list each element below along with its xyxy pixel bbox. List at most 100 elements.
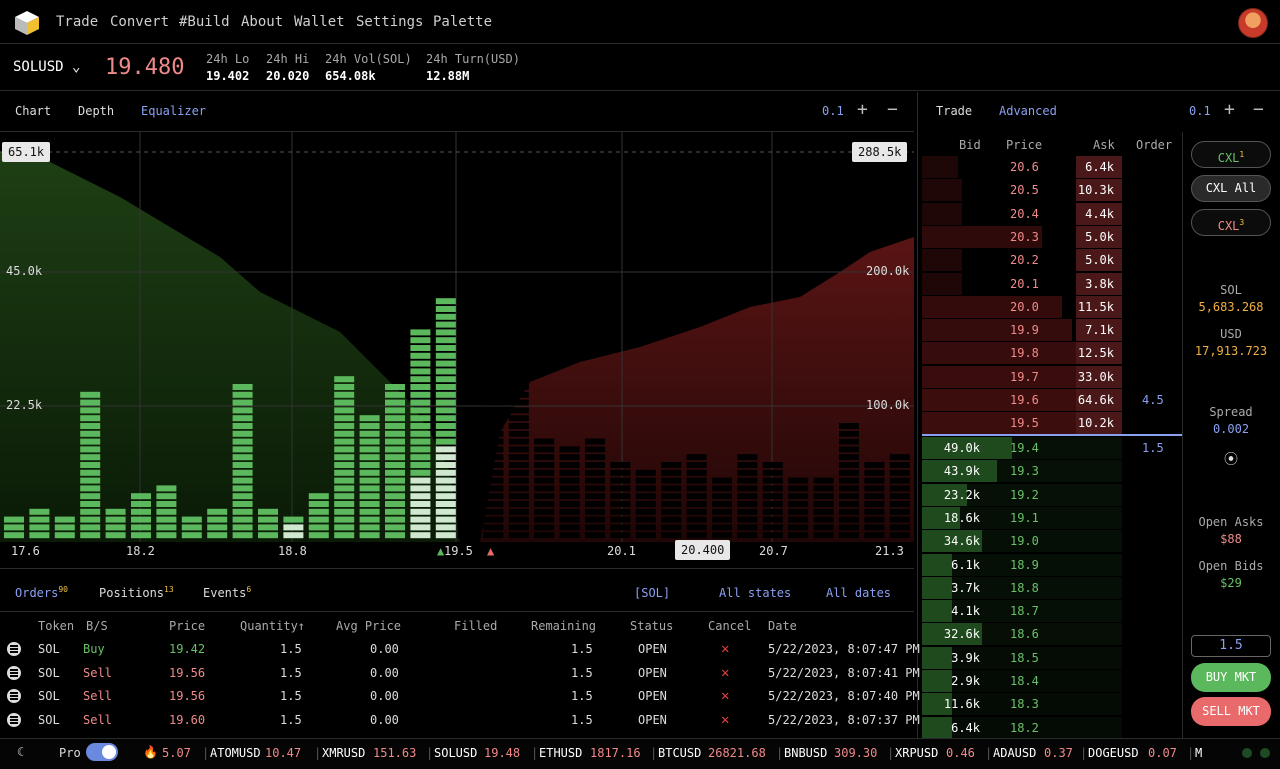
cancel-order-icon[interactable]: ✕: [721, 688, 730, 704]
ask-row[interactable]: 19.8 12.5k: [922, 342, 1182, 365]
nav-settings[interactable]: Settings: [356, 14, 424, 30]
tab-trade[interactable]: Trade: [936, 104, 973, 118]
col-date[interactable]: Date: [768, 619, 797, 633]
app-logo-icon[interactable]: [14, 10, 40, 36]
open-asks-label: Open Asks: [1198, 515, 1264, 529]
filter-dates[interactable]: All dates: [826, 586, 892, 600]
tab-depth[interactable]: Depth: [78, 104, 115, 118]
col-price[interactable]: Price: [169, 619, 206, 633]
buy-market-button[interactable]: BUY MKT: [1191, 663, 1271, 692]
bid-price: 19.3: [1010, 464, 1039, 479]
tab-advanced[interactable]: Advanced: [999, 104, 1057, 118]
ticker-symbol[interactable]: M: [1195, 746, 1203, 760]
ask-row[interactable]: 19.6 64.6k 4.5: [922, 389, 1182, 412]
bid-row[interactable]: 3.9k 18.5: [922, 646, 1182, 670]
tab-orders[interactable]: Orders90: [15, 585, 68, 600]
tab-chart[interactable]: Chart: [15, 104, 52, 118]
col-cancel[interactable]: Cancel: [708, 619, 752, 633]
x-tick: 20.1: [607, 544, 636, 558]
cxl-asks-button[interactable]: CXL3: [1191, 209, 1271, 236]
nav-build[interactable]: #Build: [179, 14, 230, 30]
col-filled[interactable]: Filled: [454, 619, 498, 633]
row-menu-icon[interactable]: [7, 642, 21, 656]
ask-row[interactable]: 20.0 11.5k: [922, 295, 1182, 319]
quantity-input[interactable]: 1.5: [1191, 635, 1271, 657]
ask-bar: [559, 446, 580, 539]
filter-states[interactable]: All states: [719, 586, 792, 600]
bid-row[interactable]: 43.9k 19.3: [922, 460, 1182, 483]
tab-equalizer[interactable]: Equalizer: [141, 104, 207, 118]
ask-row[interactable]: 20.2 5.0k: [922, 249, 1182, 272]
bid-row[interactable]: 11.6k 18.3: [922, 693, 1182, 716]
orders-divider: [0, 568, 914, 569]
book-zoom-out-button[interactable]: −: [1253, 99, 1264, 120]
ticker-symbol[interactable]: XRPUSD: [895, 746, 939, 760]
bid-row[interactable]: 32.6k 18.6: [922, 623, 1182, 646]
ticker-symbol[interactable]: ETHUSD: [539, 746, 583, 760]
bid-row[interactable]: 49.0k 19.4 1.5: [922, 437, 1182, 460]
tab-events[interactable]: Events6: [203, 585, 252, 600]
ticker-separator: |: [531, 746, 539, 760]
ask-row[interactable]: 20.3 5.0k: [922, 225, 1182, 249]
pro-toggle[interactable]: [86, 743, 118, 761]
ask-price: 20.2: [1010, 253, 1039, 268]
chart-zoom-out-button[interactable]: −: [887, 99, 898, 120]
ticker-symbol[interactable]: ATOMUSD: [210, 746, 261, 760]
bid-row[interactable]: 34.6k 19.0: [922, 530, 1182, 553]
col-status[interactable]: Status: [630, 619, 674, 633]
ask-row[interactable]: 20.4 4.4k: [922, 202, 1182, 226]
ask-size-bar: [1076, 365, 1122, 388]
focus-target-icon[interactable]: ⦿: [1224, 452, 1238, 468]
bid-row[interactable]: 2.9k 18.4: [922, 670, 1182, 693]
cancel-order-icon[interactable]: ✕: [721, 711, 730, 728]
filter-token[interactable]: [SOL]: [634, 586, 671, 600]
ticker-symbol[interactable]: SOLUSD: [434, 746, 478, 760]
col-avg-price[interactable]: Avg Price: [336, 619, 402, 633]
cell-quantity: 1.5: [280, 642, 302, 656]
cancel-order-icon[interactable]: ✕: [721, 664, 730, 681]
ticker-symbol[interactable]: BNBUSD: [784, 746, 828, 760]
ask-row[interactable]: 20.1 3.8k: [922, 272, 1182, 296]
cxl-all-button[interactable]: CXL All: [1191, 175, 1271, 202]
tab-positions[interactable]: Positions13: [99, 585, 174, 600]
bid-depth-bg: [922, 553, 1122, 576]
ask-row[interactable]: 19.5 10.2k: [922, 412, 1182, 435]
row-menu-icon[interactable]: [7, 689, 21, 703]
ask-row[interactable]: 19.9 7.1k: [922, 319, 1182, 342]
user-avatar[interactable]: [1238, 8, 1268, 38]
book-zoom-in-button[interactable]: +: [1224, 99, 1235, 120]
col-remaining[interactable]: Remaining: [531, 619, 597, 633]
ask-row[interactable]: 20.5 10.3k: [922, 179, 1182, 202]
col-quantity[interactable]: Quantity↑: [240, 619, 306, 633]
nav-about[interactable]: About: [241, 14, 284, 30]
bid-row[interactable]: 18.6k 19.1: [922, 506, 1182, 530]
bid-row[interactable]: 4.1k 18.7: [922, 600, 1182, 623]
bid-price: 19.2: [1010, 487, 1039, 502]
chart-zoom-in-button[interactable]: +: [857, 99, 868, 120]
bid-row[interactable]: 6.1k 18.9: [922, 553, 1182, 577]
ask-row[interactable]: 20.6 6.4k: [922, 156, 1182, 179]
cancel-order-icon[interactable]: ✕: [721, 641, 730, 657]
bid-row[interactable]: 3.7k 18.8: [922, 576, 1182, 600]
theme-toggle-icon[interactable]: ☾: [17, 745, 25, 759]
cxl-bids-button[interactable]: CXL1: [1191, 141, 1271, 168]
bid-row[interactable]: 23.2k 19.2: [922, 483, 1182, 507]
ticker-symbol[interactable]: DOGEUSD: [1088, 746, 1139, 760]
pair-selector[interactable]: SOLUSD ⌄: [13, 59, 80, 75]
book-col-ask: Ask: [1093, 138, 1115, 152]
bid-row[interactable]: 6.4k 18.2: [922, 716, 1182, 740]
nav-convert[interactable]: Convert: [110, 14, 170, 30]
ask-price: 19.5: [1010, 416, 1039, 431]
col-token[interactable]: Token: [38, 619, 75, 633]
row-menu-icon[interactable]: [7, 712, 21, 727]
row-menu-icon[interactable]: [7, 665, 21, 680]
ticker-symbol[interactable]: BTCUSD: [658, 746, 702, 760]
ticker-symbol[interactable]: ADAUSD: [993, 746, 1037, 760]
ask-row[interactable]: 19.7 33.0k: [922, 365, 1182, 389]
sell-market-button[interactable]: SELL MKT: [1191, 697, 1271, 726]
nav-palette[interactable]: Palette: [433, 14, 493, 30]
nav-trade[interactable]: Trade: [56, 14, 99, 30]
col-side[interactable]: B/S: [86, 619, 108, 633]
ticker-symbol[interactable]: XMRUSD: [322, 746, 366, 760]
nav-wallet[interactable]: Wallet: [294, 14, 345, 30]
